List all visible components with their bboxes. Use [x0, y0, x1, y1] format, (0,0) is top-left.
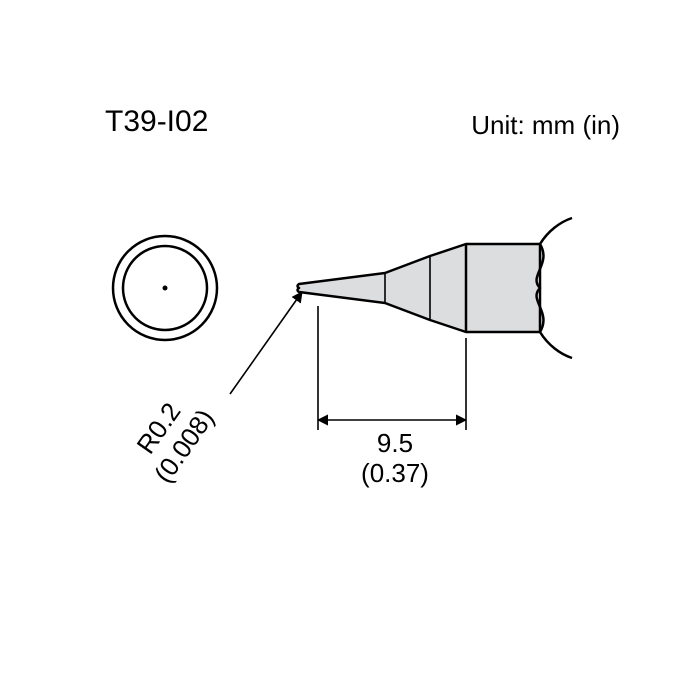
dimension-length-mm: 9.5 [370, 428, 420, 459]
cross-section-icon [113, 236, 217, 340]
technical-drawing [0, 0, 700, 700]
dimension-radius-leader [230, 292, 302, 394]
tip-profile [298, 218, 573, 358]
dimension-length-in: (0.37) [355, 458, 435, 489]
